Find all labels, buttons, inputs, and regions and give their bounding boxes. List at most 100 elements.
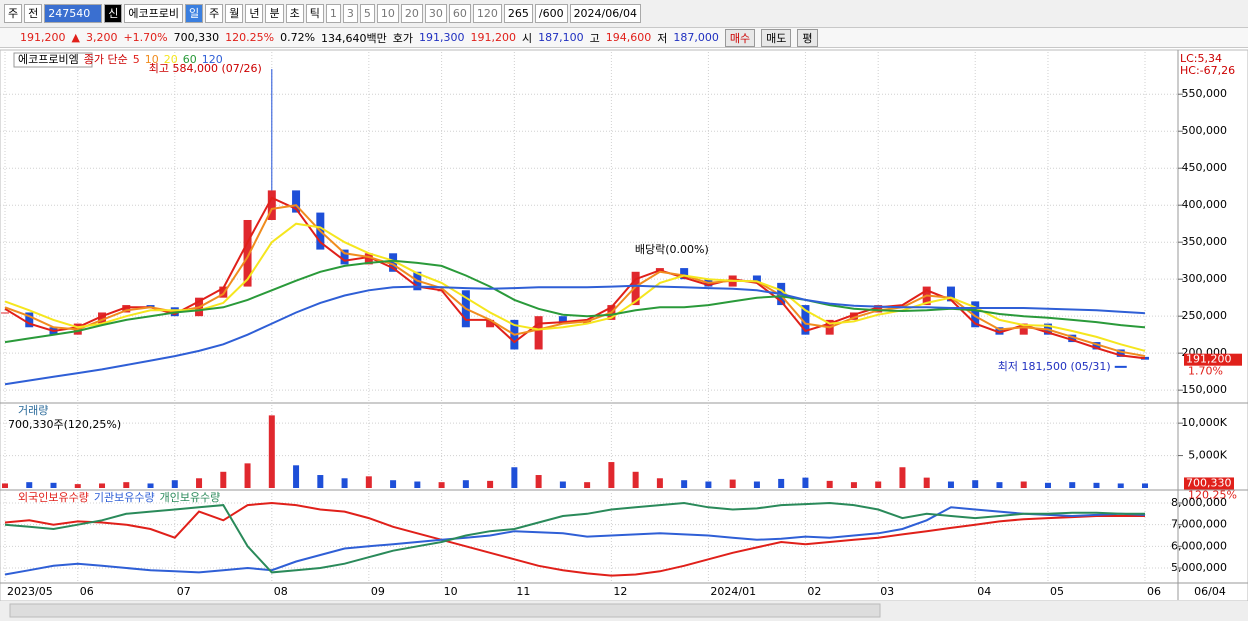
last-volume-label: 700,330 <box>1186 476 1232 489</box>
toolbar-item[interactable]: 120 <box>472 4 502 23</box>
quote-item: +1.70% <box>123 31 168 44</box>
legend-entry: 10 <box>145 53 159 66</box>
y-tick-label: 150,000 <box>1182 383 1228 396</box>
volume-bar <box>244 463 251 488</box>
quote-item: 저 <box>657 31 668 45</box>
corner-label: HC:-67,26 <box>1180 64 1235 77</box>
candle <box>631 271 640 306</box>
toolbar-item[interactable]: 에코프로비 <box>124 4 183 23</box>
toolbar-item[interactable]: 247540 <box>44 4 103 23</box>
volume-bar <box>99 483 106 488</box>
ma-line <box>4 259 1146 344</box>
quote-item: 0.72% <box>280 31 316 44</box>
candle <box>1 312 9 314</box>
candle <box>534 316 543 350</box>
candle <box>558 316 567 324</box>
toolbar-item[interactable]: 10 <box>376 4 399 23</box>
toolbar-item[interactable]: 60 <box>448 4 471 23</box>
volume-bar <box>559 481 566 488</box>
y-tick-label: 7,000,000 <box>1171 518 1227 531</box>
legend-entry: 20 <box>164 53 178 66</box>
quote-item: 3,200 <box>85 31 118 44</box>
toolbar-item[interactable]: 월 <box>225 4 244 23</box>
toolbar-item[interactable]: 주 <box>205 4 224 23</box>
quote-item: 시 <box>522 31 533 45</box>
volume-bar <box>1117 483 1124 488</box>
candle <box>486 319 495 328</box>
volume-bar <box>2 483 8 488</box>
volume-bar <box>972 480 979 488</box>
candle <box>971 301 980 328</box>
volume-bar <box>608 462 615 488</box>
y-tick-label: 5,000K <box>1188 449 1227 462</box>
toolbar-item[interactable]: 초 <box>285 4 304 23</box>
y-tick-label: 350,000 <box>1182 235 1228 248</box>
candle <box>25 312 34 328</box>
x-tick-label: 09 <box>371 585 385 598</box>
volume-bar <box>220 471 227 488</box>
quote-item: 134,640백만 <box>321 31 387 45</box>
x-tick-label: 05 <box>1050 585 1064 598</box>
scroll-track[interactable] <box>9 603 881 618</box>
volume-bar <box>123 482 130 488</box>
toolbar-item[interactable]: 1 <box>325 4 341 23</box>
candle <box>292 190 301 213</box>
volume-bar <box>341 478 348 488</box>
x-tick-label: 06 <box>1147 585 1161 598</box>
legend-entry: 개인보유수량 <box>160 491 221 504</box>
toolbar-item[interactable]: 2024/06/04 <box>569 4 641 23</box>
toolbar-item[interactable]: 3 <box>342 4 358 23</box>
toolbar-item[interactable]: 년 <box>245 4 264 23</box>
toolbar-item[interactable]: 일 <box>184 4 204 23</box>
toolbar-item[interactable]: 신 <box>104 4 123 23</box>
legend-entry: 120 <box>202 53 223 66</box>
volume-bar <box>511 467 518 488</box>
toolbar-item[interactable]: 틱 <box>305 4 324 23</box>
volume-bar <box>74 484 81 488</box>
legend-entry: 5 <box>133 53 140 66</box>
candle <box>98 312 107 324</box>
corner-label: LC:5,34 <box>1180 52 1222 65</box>
candle <box>1019 323 1028 335</box>
quote-item: 194,600 <box>605 31 652 44</box>
volume-bar <box>1093 482 1100 488</box>
volume-bar <box>875 481 882 488</box>
annotation: 최저 181,500 (05/31) <box>998 360 1111 373</box>
quote-item: 191,300 <box>419 31 465 44</box>
x-tick-label: 06 <box>80 585 94 598</box>
y-tick-label: 250,000 <box>1182 309 1228 322</box>
candle <box>146 305 155 308</box>
x-tick-label: 02 <box>807 585 821 598</box>
volume-bar <box>438 482 445 488</box>
volume-bar <box>681 480 688 488</box>
quote-item: 187,000 <box>673 31 719 44</box>
toolbar-item[interactable]: 전 <box>24 4 43 23</box>
quote-item: 191,200 <box>470 31 517 44</box>
quote-item: 700,330 <box>173 31 220 44</box>
volume-bar <box>899 467 906 488</box>
quote-button[interactable]: 평 <box>797 28 818 47</box>
toolbar-item[interactable]: 20 <box>400 4 423 23</box>
quote-button[interactable]: 매도 <box>761 28 792 47</box>
toolbar-item[interactable]: 5 <box>359 4 375 23</box>
x-tick-label: 04 <box>977 585 991 598</box>
ma-line <box>4 196 1146 360</box>
holding-line <box>4 506 1146 576</box>
cursor-date: 06/04 <box>1194 585 1226 598</box>
toolbar-item[interactable]: 분 <box>265 4 284 23</box>
volume-bar <box>317 475 324 488</box>
volume-bar <box>414 481 421 488</box>
candle <box>389 253 398 272</box>
volume-bar <box>26 482 33 488</box>
panel-title: 거래량 <box>18 404 48 417</box>
last-volume-change: 120.25% <box>1188 488 1237 501</box>
toolbar-item[interactable]: 265 <box>503 4 533 23</box>
quote-button[interactable]: 매수 <box>724 28 756 47</box>
toolbar-item[interactable]: 주 <box>4 4 23 23</box>
quote-item: 191,200 <box>20 31 66 44</box>
toolbar-item[interactable]: /600 <box>534 4 568 23</box>
volume-bar <box>996 482 1003 488</box>
toolbar-item[interactable]: 30 <box>424 4 447 23</box>
